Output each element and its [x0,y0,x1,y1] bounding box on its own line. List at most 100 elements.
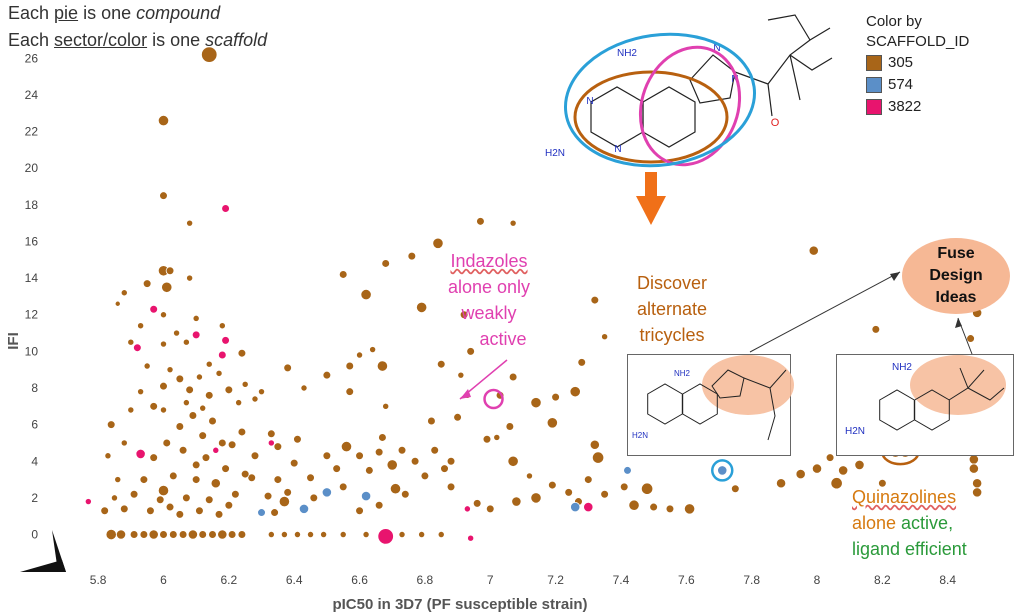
data-point [601,333,609,341]
header-2-sector: sector/color [54,30,148,50]
data-point [345,361,355,371]
data-point [505,422,515,431]
quinazolines-note-line-3: ligand efficient [852,539,967,559]
fuse-design-ideas: Fuse Design Ideas [902,238,1010,314]
data-point [201,46,218,63]
y-tick-label: 12 [25,308,39,322]
data-point [356,351,364,359]
legend-item-3822: 3822 [866,96,969,118]
y-tick-label: 26 [25,51,39,65]
data-point [400,489,410,499]
data-point [472,499,482,508]
data-point [139,475,149,484]
legend: Color by SCAFFOLD_ID 305 574 3822 [866,12,969,118]
data-point [509,219,517,227]
data-point [410,456,420,466]
data-point [195,373,203,381]
data-point [188,411,198,420]
data-point [430,445,440,455]
data-point [120,439,128,447]
tricycle-highlight-ring [711,459,734,482]
data-point [162,438,172,448]
header-1-compound: compound [136,3,221,23]
data-point [320,531,328,539]
y-tick-label: 10 [25,344,39,358]
data-point [100,506,109,516]
data-point [322,451,332,461]
data-point [149,402,158,411]
discover-note-line-1: Discover [636,273,707,293]
data-point [355,451,364,461]
data-point [365,466,374,475]
data-point [589,439,600,450]
indazoles-note: Indazoles alone only weakly active [425,248,553,352]
data-point [530,397,542,409]
data-point [280,531,288,539]
data-point [355,506,364,516]
data-point [135,448,146,460]
data-point [247,473,257,483]
data-point [165,502,175,512]
data-point [453,413,462,422]
x-tick-label: 6 [160,573,167,587]
data-point [186,274,194,282]
header-2-scaffold: scaffold [205,30,268,50]
data-point [293,434,302,444]
data-point [105,528,117,541]
discover-note: Discover alternate tricycles [622,270,722,348]
header-line-1: Each pie is one compound [8,3,220,24]
legend-label-574: 574 [888,76,914,93]
data-point [795,469,806,480]
y-tick-label: 16 [25,234,39,248]
data-point [340,441,353,453]
quinazolines-note-alone: alone [852,513,902,533]
data-point [143,362,151,370]
data-point [397,445,407,455]
legend-swatch-574 [866,77,882,93]
data-point [237,427,247,437]
data-point [377,528,394,545]
y-tick-label: 18 [25,198,39,212]
data-point [241,380,249,388]
data-point [84,498,92,506]
data-point [369,346,377,354]
data-point [463,505,471,513]
data-point [307,531,315,539]
y-tick-label: 20 [25,161,39,175]
data-point [530,492,542,504]
data-point [623,466,632,475]
data-point [968,454,979,465]
data-point [178,530,188,539]
data-point [198,530,208,539]
data-point [332,464,341,473]
data-point [159,530,168,539]
data-point [168,471,178,481]
data-point [283,488,292,497]
data-point [227,440,237,450]
data-point [446,456,456,466]
data-point [273,475,283,484]
data-point [427,416,436,426]
indazoles-note-line-2: alone only [447,277,531,297]
data-point [338,482,348,492]
x-tick-label: 6.6 [351,573,368,587]
x-tick-label: 7.2 [547,573,564,587]
data-point [129,530,139,539]
data-point [972,487,983,498]
down-arrow-head [636,196,666,225]
data-point [173,329,181,337]
data-point [191,460,201,470]
data-point [114,300,121,307]
data-point [570,501,581,513]
data-point [362,531,370,539]
x-tick-label: 6.8 [417,573,434,587]
data-point [204,391,214,400]
data-point [199,404,207,412]
data-point [218,438,227,448]
data-point [361,490,372,502]
discover-note-line-3: tricycles [639,325,705,345]
quinazolines-note-active: active, [901,513,954,533]
data-point [221,464,230,473]
x-tick-label: 6.4 [286,573,303,587]
data-point [283,363,292,373]
